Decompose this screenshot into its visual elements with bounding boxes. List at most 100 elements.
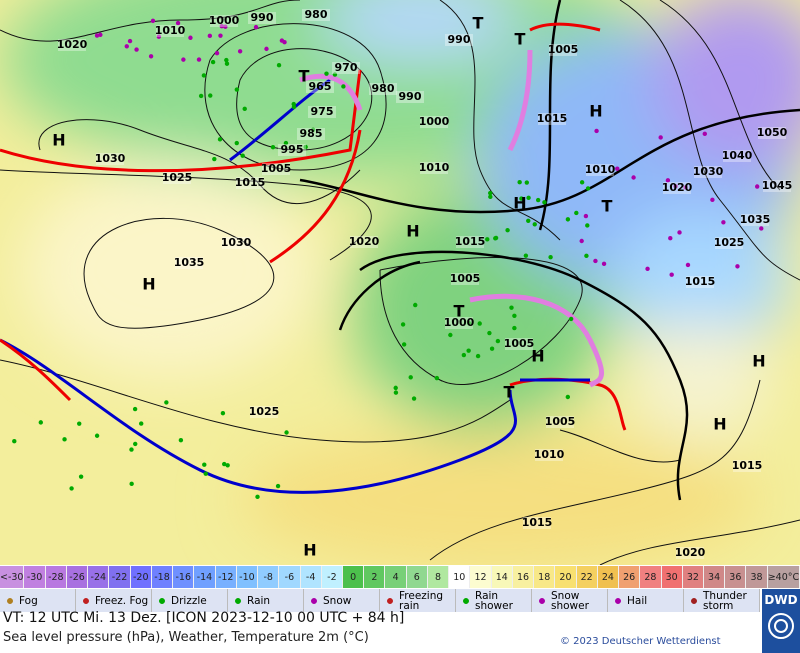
isobar-label-bg [763, 180, 791, 192]
isobar-label-bg [302, 9, 330, 21]
weather-legend-item: Thunder storm [684, 589, 760, 612]
isobar-label: 1005 [545, 415, 576, 428]
isobar-label-bg [156, 25, 184, 37]
scale-cell: -16 [173, 566, 195, 588]
scale-cell: -20 [130, 566, 152, 588]
scale-cell: -26 [66, 566, 89, 588]
weather-symbol [393, 390, 399, 395]
isobar-label-bg [535, 449, 563, 461]
weather-symbol [94, 33, 100, 38]
isobar-label: 975 [311, 105, 334, 118]
weather-symbol [203, 471, 208, 476]
isobar-label-bg [546, 416, 574, 428]
weather-symbol [324, 71, 329, 76]
isobar-label: 1025 [162, 171, 193, 184]
pressure-center: T [454, 302, 465, 321]
isobar-label: 1040 [722, 149, 753, 162]
isobar-label: 985 [300, 127, 323, 140]
weather-symbol [219, 23, 224, 29]
weather-icon [232, 595, 244, 606]
weather-symbol [584, 253, 589, 259]
pressure-center: T [299, 67, 310, 86]
weather-symbol [565, 217, 571, 222]
weather-legend-item: Fog [0, 589, 76, 612]
weather-symbol [669, 272, 674, 277]
scale-cell: -8 [258, 566, 280, 588]
weather-symbol [234, 87, 240, 92]
weather-symbol [208, 93, 213, 98]
weather-symbol [210, 59, 216, 65]
isobar-label: 990 [448, 33, 471, 46]
scale-cell: -4 [300, 566, 322, 588]
temperature-scale: <-30 -30 -28 -26 -24 -22 -20 -18 -16 -14 -12 -10 -8-… [0, 566, 800, 588]
isobar-label-bg [236, 177, 264, 189]
isobar-label: 980 [372, 82, 395, 95]
weather-icon [612, 595, 624, 606]
weather-symbol [668, 236, 673, 241]
scale-cell: 6 [406, 566, 428, 588]
weather-label: Freez. Fog [95, 594, 149, 607]
weather-symbol [568, 316, 574, 322]
isobar-label-bg [694, 166, 722, 178]
weather-label: Rain shower [475, 589, 513, 612]
isobar-label: 1020 [662, 181, 693, 194]
isobar-label-bg [163, 172, 191, 184]
isobar-label: 990 [399, 90, 422, 103]
weather-legend-item: Snow [304, 589, 380, 612]
isobar-label-bg [676, 547, 704, 559]
isobar-label: 1030 [693, 165, 724, 178]
weather-legend-item: Snow shower [532, 589, 608, 612]
weather-symbols [12, 18, 764, 500]
weather-symbol [284, 430, 289, 435]
isobar-label-bg [663, 182, 691, 194]
weather-symbol [673, 184, 678, 189]
isobar-label: 1030 [221, 236, 252, 249]
isobar-label-bg [175, 257, 203, 269]
isobar-label: 1010 [585, 163, 616, 176]
weather-legend-item: Freez. Fog [76, 589, 152, 612]
isobar-label-bg [758, 127, 786, 139]
pressure-center: T [515, 30, 526, 49]
weather-symbol [341, 84, 346, 89]
isobar-label-bg [445, 317, 473, 329]
weather-icon [460, 595, 472, 606]
weather-symbol [512, 313, 517, 318]
weather-legend: Fog Freez. Fog Drizzle Rain Snow Freezing rai… [0, 589, 760, 612]
isobar-label: 1005 [450, 272, 481, 285]
weather-label: Snow [323, 594, 352, 607]
weather-symbol [207, 33, 213, 39]
weather-symbol [38, 420, 44, 425]
isobar-label-bg [451, 273, 479, 285]
weather-symbol [178, 437, 184, 443]
scale-cell: 20 [555, 566, 577, 588]
scale-cell: 2 [364, 566, 386, 588]
weather-symbol [754, 184, 760, 189]
pressure-center: T [602, 197, 613, 216]
isobar-label: 1015 [685, 275, 716, 288]
isobar-label-bg [369, 83, 397, 95]
pressure-center: H [531, 347, 544, 366]
isobar-label-bg [445, 34, 473, 46]
weather-symbol [677, 230, 682, 235]
weather-symbol [601, 261, 607, 267]
scale-cell: 16 [512, 566, 535, 588]
weather-symbol [702, 131, 708, 137]
isobar-label-bg [586, 164, 614, 176]
weather-symbol [509, 305, 514, 310]
weather-symbol [488, 190, 493, 196]
scale-cell: 18 [534, 566, 556, 588]
isobar-label-bg [297, 128, 325, 140]
weather-symbol [735, 264, 740, 269]
isobar-label-bg [505, 338, 533, 350]
weather-symbol [222, 461, 227, 467]
weather-symbol [517, 180, 522, 185]
isobar-label-bg [210, 15, 238, 27]
weather-label: Rain [247, 594, 271, 607]
weather-symbol [181, 57, 186, 62]
isobars [0, 0, 800, 565]
isobar-label: 980 [305, 8, 328, 21]
weather-symbol [217, 137, 223, 142]
